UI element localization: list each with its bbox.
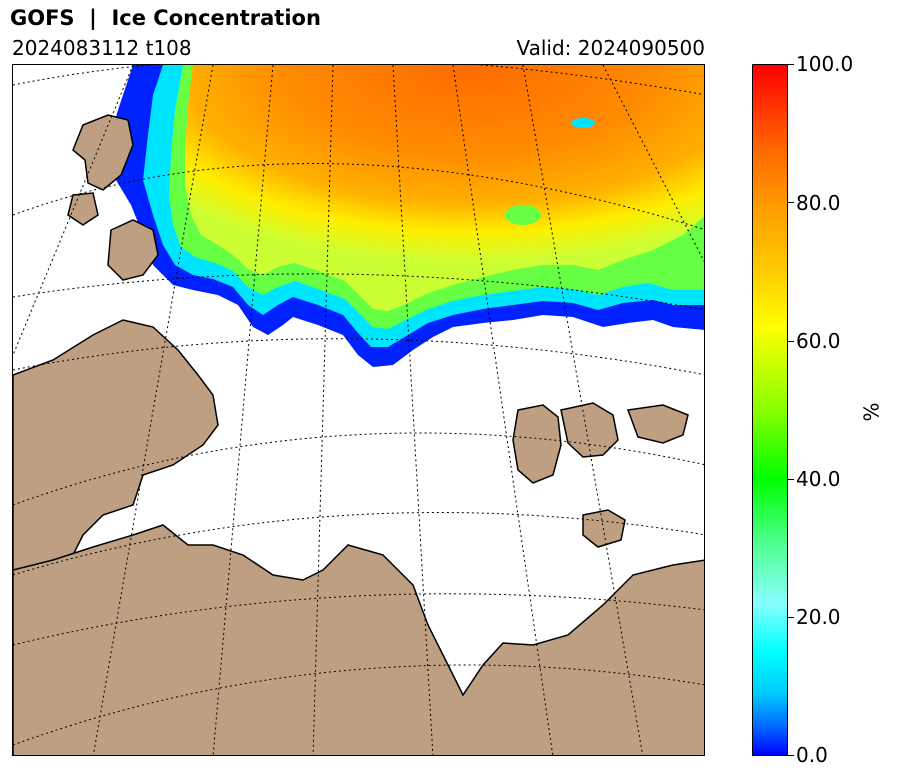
figure-title: GOFS | Ice Concentration xyxy=(10,6,321,30)
graticule xyxy=(13,65,704,755)
colorbar-tick-label: 20.0 xyxy=(796,605,841,629)
land-island-east-1 xyxy=(512,404,562,484)
run-label: 2024083112 t108 xyxy=(12,36,192,60)
ice-patch xyxy=(571,118,595,128)
colorbar-tick xyxy=(788,64,794,65)
valid-time-label: Valid: 2024090500 xyxy=(516,36,705,60)
land-island-east-3 xyxy=(626,404,689,444)
land-north-island xyxy=(72,114,134,191)
map-svg xyxy=(13,65,704,755)
ice-patch xyxy=(505,205,541,225)
colorbar-tick xyxy=(788,755,794,756)
land-greenland-tip xyxy=(107,219,159,281)
colorbar-tick xyxy=(788,341,794,342)
colorbar-tick xyxy=(788,202,794,203)
land xyxy=(13,114,704,755)
land-island-east-2 xyxy=(560,402,619,458)
colorbar-tick-label: 0.0 xyxy=(796,743,828,767)
colorbar-tick-label: 100.0 xyxy=(796,52,854,76)
colorbar-tick xyxy=(788,617,794,618)
ice-core xyxy=(185,65,704,311)
map-panel[interactable] xyxy=(12,64,705,756)
colorbar-unit-label: % xyxy=(859,402,884,422)
colorbar-tick-label: 40.0 xyxy=(796,467,841,491)
colorbar xyxy=(752,64,788,756)
land-small-west xyxy=(67,192,99,226)
colorbar-tick-label: 80.0 xyxy=(796,191,841,215)
colorbar-tick-label: 60.0 xyxy=(796,329,841,353)
land-south-landmass xyxy=(13,524,704,755)
land-west-landmass xyxy=(13,319,219,571)
land-island-east-4 xyxy=(582,509,626,548)
colorbar-tick xyxy=(788,479,794,480)
